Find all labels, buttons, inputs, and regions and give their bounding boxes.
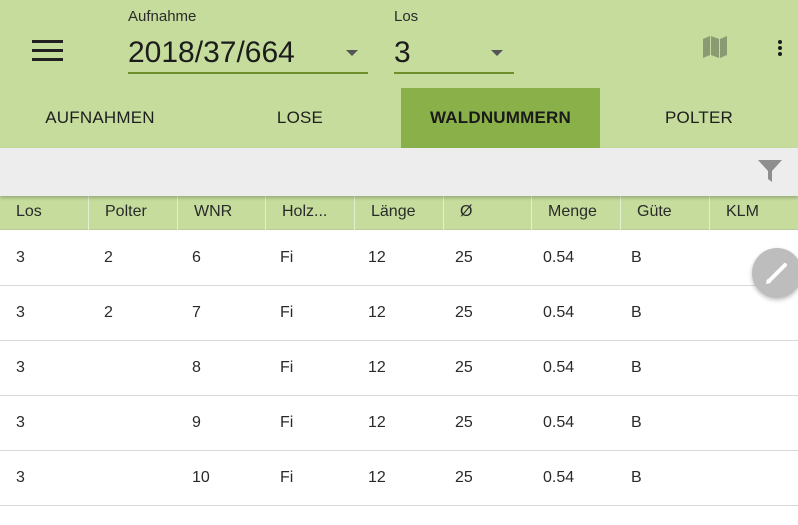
cell-los: 3 — [16, 304, 25, 321]
cell-wnr: 10 — [192, 469, 210, 486]
los-label: Los — [394, 8, 419, 25]
cell-menge: 0.54 — [543, 359, 575, 376]
column-header-laenge[interactable]: Länge — [355, 196, 444, 230]
column-header-holzart[interactable]: Holz... — [266, 196, 355, 230]
cell-durchmesser: 25 — [455, 304, 473, 321]
chevron-down-icon — [491, 50, 503, 56]
menu-icon[interactable] — [30, 38, 66, 64]
cell-holzart: Fi — [280, 414, 294, 431]
tab-aufnahmen[interactable]: AUFNAHMEN — [45, 108, 155, 127]
tab-lose[interactable]: LOSE — [276, 108, 324, 127]
cell-holzart: Fi — [280, 304, 294, 321]
column-header-wnr[interactable]: WNR — [178, 196, 266, 230]
column-header-menge[interactable]: Menge — [532, 196, 621, 230]
cell-laenge: 12 — [368, 359, 386, 376]
table-row[interactable]: 3 9 Fi 12 25 0.54 B — [0, 396, 798, 451]
cell-klm — [704, 231, 720, 285]
cell-polter: 2 — [104, 304, 113, 321]
column-header-polter[interactable]: Polter — [89, 196, 178, 230]
cell-menge: 0.54 — [543, 249, 575, 266]
filter-icon[interactable] — [756, 158, 784, 184]
cell-polter: 2 — [104, 249, 113, 266]
map-icon[interactable] — [700, 34, 730, 60]
tab-waldnummern[interactable]: WALDNUMMERN — [401, 88, 600, 148]
table-row[interactable]: 3 2 7 Fi 12 25 0.54 B — [0, 286, 798, 341]
cell-holzart: Fi — [280, 249, 294, 266]
cell-guete: B — [631, 469, 642, 486]
column-header-guete[interactable]: Güte — [621, 196, 710, 230]
cell-klm — [704, 341, 720, 395]
cell-laenge: 12 — [368, 469, 386, 486]
cell-los: 3 — [16, 249, 25, 266]
cell-menge: 0.54 — [543, 469, 575, 486]
cell-los: 3 — [16, 469, 25, 486]
cell-holzart: Fi — [280, 469, 294, 486]
column-header-klm[interactable]: KLM — [726, 203, 759, 220]
cell-polter — [88, 451, 104, 505]
cell-menge: 0.54 — [543, 304, 575, 321]
tab-polter[interactable]: POLTER — [665, 108, 733, 127]
cell-durchmesser: 25 — [455, 414, 473, 431]
cell-los: 3 — [16, 359, 25, 376]
cell-durchmesser: 25 — [455, 249, 473, 266]
cell-wnr: 9 — [192, 414, 201, 431]
column-header-los[interactable]: Los — [0, 196, 89, 230]
column-header-durchmesser[interactable]: Ø — [444, 196, 532, 230]
cell-wnr: 8 — [192, 359, 201, 376]
more-vert-icon[interactable] — [770, 36, 790, 60]
cell-holzart: Fi — [280, 359, 294, 376]
cell-klm — [704, 286, 720, 340]
cell-guete: B — [631, 304, 642, 321]
cell-polter — [88, 341, 104, 395]
edit-icon — [766, 263, 787, 284]
app-bar: Aufnahme 2018/37/664 Los 3 — [0, 0, 798, 88]
los-select[interactable]: 3 — [394, 34, 514, 74]
cell-guete: B — [631, 249, 642, 266]
cell-guete: B — [631, 414, 642, 431]
cell-laenge: 12 — [368, 249, 386, 266]
tab-bar: AUFNAHMEN LOSE WALDNUMMERN POLTER — [0, 88, 798, 148]
cell-polter — [88, 396, 104, 450]
cell-wnr: 7 — [192, 304, 201, 321]
cell-guete: B — [631, 359, 642, 376]
cell-laenge: 12 — [368, 414, 386, 431]
chevron-down-icon — [346, 50, 358, 56]
aufnahme-label: Aufnahme — [128, 8, 197, 25]
cell-klm — [704, 451, 720, 505]
table-row[interactable]: 3 10 Fi 12 25 0.54 B — [0, 451, 798, 506]
cell-menge: 0.54 — [543, 414, 575, 431]
edit-button[interactable] — [752, 248, 798, 298]
cell-durchmesser: 25 — [455, 469, 473, 486]
cell-wnr: 6 — [192, 249, 201, 266]
cell-klm — [704, 396, 720, 450]
aufnahme-select[interactable]: 2018/37/664 — [128, 34, 368, 74]
cell-los: 3 — [16, 414, 25, 431]
cell-laenge: 12 — [368, 304, 386, 321]
table-row[interactable]: 3 2 6 Fi 12 25 0.54 B — [0, 231, 798, 286]
aufnahme-value: 2018/37/664 — [128, 36, 295, 69]
cell-durchmesser: 25 — [455, 359, 473, 376]
los-value: 3 — [394, 36, 411, 69]
filter-bar — [0, 148, 798, 196]
table-row[interactable]: 3 8 Fi 12 25 0.54 B — [0, 341, 798, 396]
table-header: Los Polter WNR Holz... Länge Ø Menge Güt… — [0, 196, 798, 230]
